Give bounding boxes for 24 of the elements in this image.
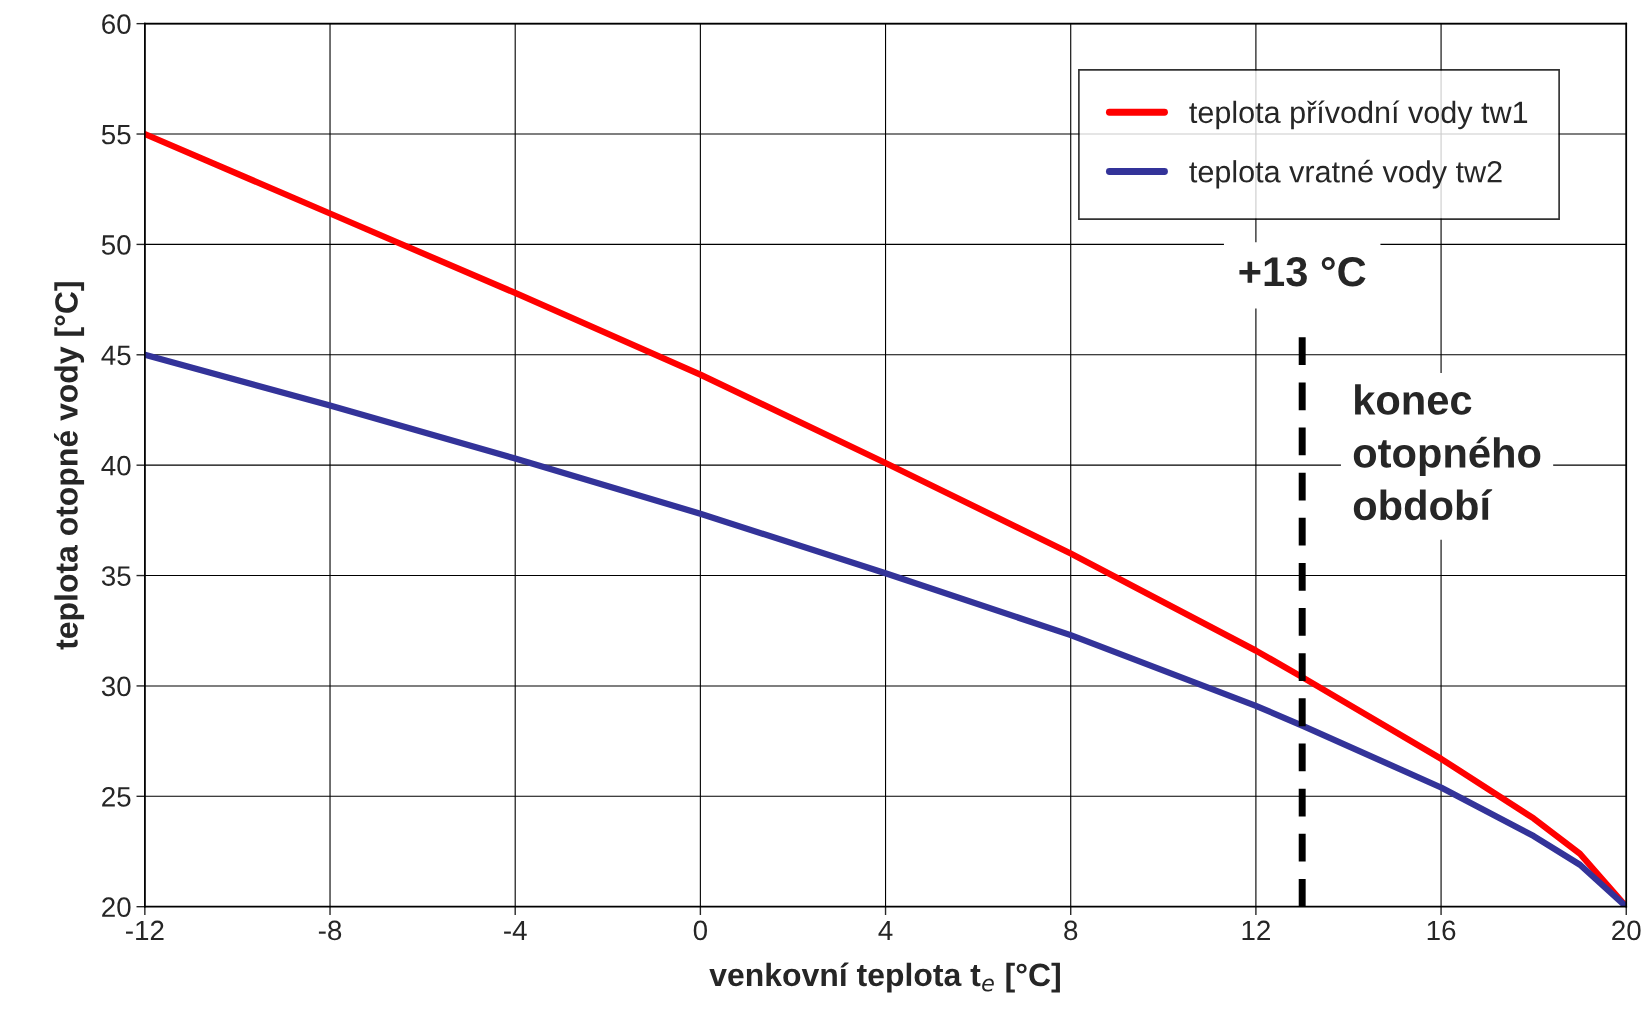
- y-tick-label: 45: [101, 345, 131, 366]
- x-tick-label: -4: [504, 920, 527, 941]
- y-tick-label: 30: [101, 676, 131, 697]
- x-tick-label: 16: [1427, 920, 1456, 941]
- annotation: konec otopného období: [1353, 384, 1541, 521]
- y-tick-label: 50: [101, 235, 131, 255]
- x-axis-title: venkovní teplota t$_{e}$ [°C]: [709, 962, 1060, 993]
- legend-label: teplota přívodní vody tw1: [1189, 100, 1528, 130]
- x-tick-label: -8: [318, 920, 342, 941]
- ref-line-label: +13 °C: [1239, 256, 1366, 287]
- x-tick-label: -12: [126, 920, 164, 941]
- y-tick-label: 20: [102, 897, 131, 918]
- y-tick-label: 35: [101, 566, 131, 586]
- y-tick-label: 40: [101, 455, 131, 476]
- x-tick-label: 12: [1242, 920, 1270, 941]
- x-tick-label: 8: [1064, 920, 1078, 941]
- y-tick-label: 55: [101, 124, 131, 145]
- legend-label: teplota vratné vody tw2: [1189, 159, 1502, 189]
- y-tick-label: 25: [102, 786, 131, 807]
- y-axis-title: teplota otopné vody [°C]: [54, 282, 85, 650]
- x-tick-label: 0: [693, 920, 708, 941]
- x-tick-label: 4: [878, 920, 893, 941]
- y-tick-label: 60: [102, 14, 131, 34]
- x-tick-label: 20: [1612, 920, 1641, 941]
